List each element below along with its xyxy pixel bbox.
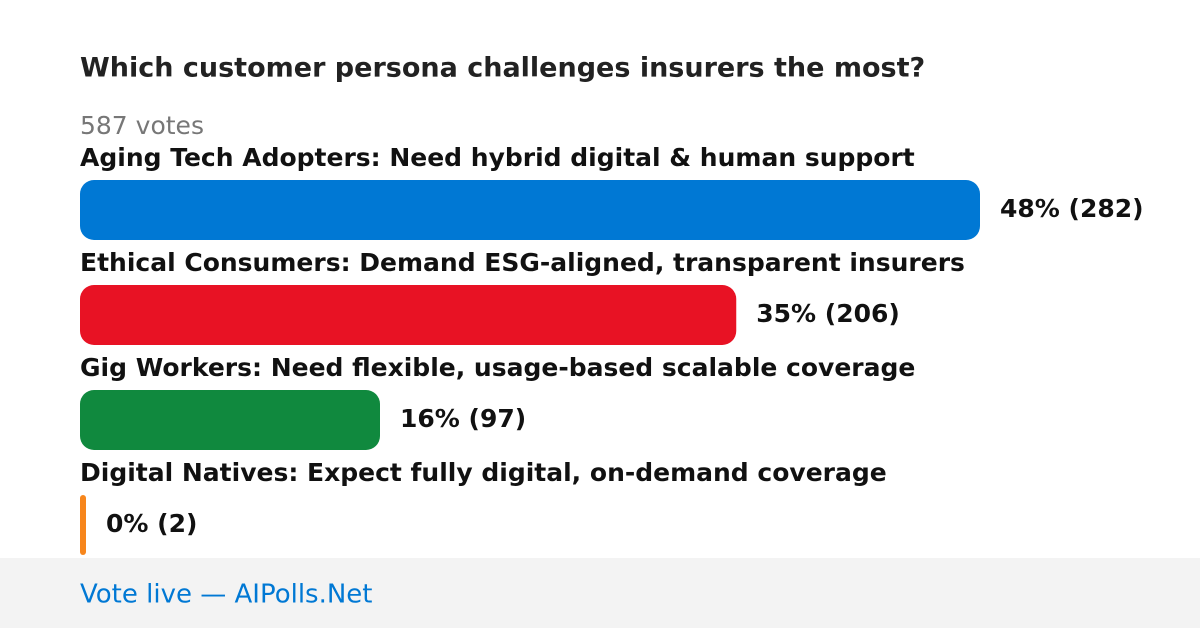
option-label: Aging Tech Adopters: Need hybrid digital… (80, 143, 915, 172)
footer-link[interactable]: Vote live — AIPolls.Net (80, 580, 373, 610)
option-label: Gig Workers: Need flexible, usage-based … (80, 353, 915, 382)
value-label: 35% (206) (756, 299, 900, 328)
bar (80, 390, 380, 450)
option-label: Ethical Consumers: Demand ESG-aligned, t… (80, 248, 965, 277)
value-label: 16% (97) (400, 404, 526, 433)
vote-total: 587 votes (80, 111, 204, 140)
bar (80, 495, 86, 555)
bar (80, 180, 980, 240)
footer-band (0, 558, 1200, 628)
value-label: 0% (2) (106, 509, 197, 538)
value-label: 48% (282) (1000, 194, 1144, 223)
option-label: Digital Natives: Expect fully digital, o… (80, 458, 887, 487)
bar (80, 285, 737, 345)
poll-title: Which customer persona challenges insure… (80, 53, 925, 84)
